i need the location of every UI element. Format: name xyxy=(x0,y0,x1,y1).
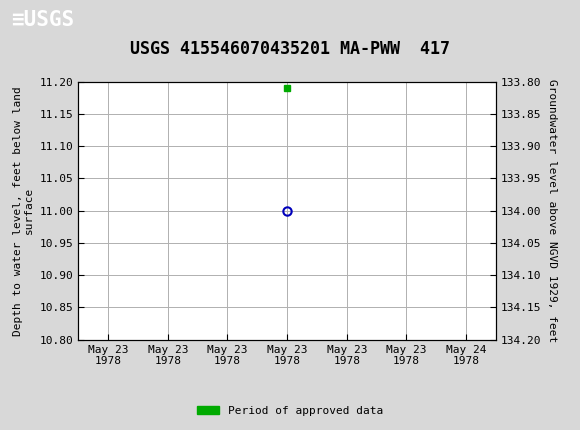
Y-axis label: Groundwater level above NGVD 1929, feet: Groundwater level above NGVD 1929, feet xyxy=(547,79,557,342)
Text: USGS 415546070435201 MA-PWW  417: USGS 415546070435201 MA-PWW 417 xyxy=(130,40,450,58)
Y-axis label: Depth to water level, feet below land
surface: Depth to water level, feet below land su… xyxy=(13,86,34,335)
Text: ≡USGS: ≡USGS xyxy=(12,10,75,31)
Legend: Period of approved data: Period of approved data xyxy=(193,401,387,420)
